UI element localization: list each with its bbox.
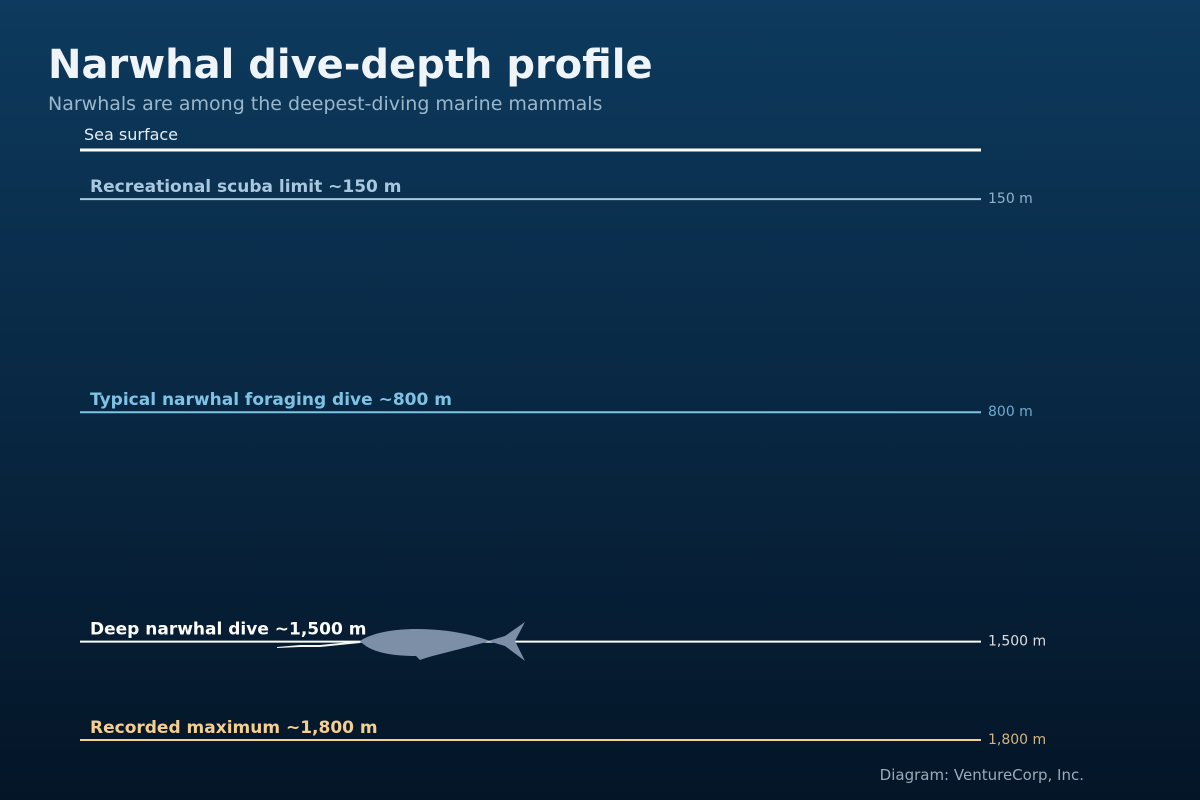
level-label: Recreational scuba limit ~150 m: [90, 177, 402, 197]
title: Narwhal dive-depth profile: [48, 42, 653, 88]
level-label: Typical narwhal foraging dive ~800 m: [90, 390, 452, 410]
subtitle: Narwhals are among the deepest-diving ma…: [48, 93, 602, 115]
depth-label: 800 m: [988, 404, 1033, 420]
depth-label: 1,500 m: [988, 634, 1046, 650]
narwhal: [277, 622, 525, 661]
depth-label: 1,800 m: [988, 732, 1046, 748]
level-label: Deep narwhal dive ~1,500 m: [90, 620, 366, 640]
depth-label: 150 m: [988, 191, 1033, 207]
credit: Diagram: VentureCorp, Inc.: [880, 766, 1084, 784]
level-label: Recorded maximum ~1,800 m: [90, 718, 378, 738]
surface-label: Sea surface: [84, 125, 178, 144]
